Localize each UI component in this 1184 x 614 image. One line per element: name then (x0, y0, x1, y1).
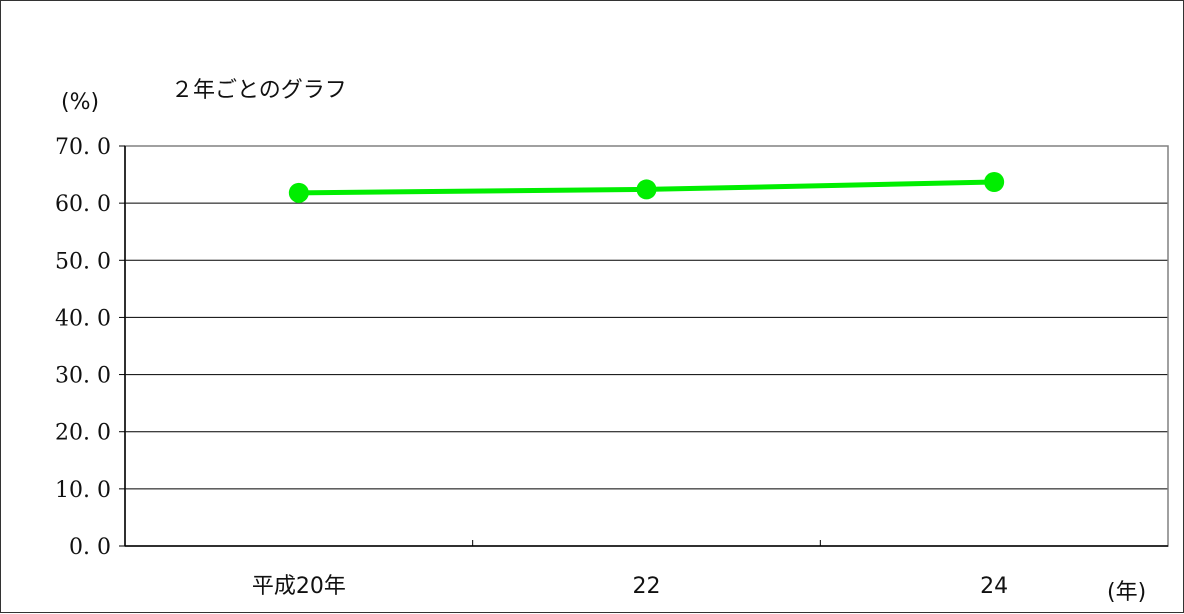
y-tick-label-3: 30. 0 (55, 364, 111, 389)
data-point-0-0 (288, 182, 309, 203)
y-tick-label-2: 20. 0 (55, 421, 111, 446)
y-tick-label-7: 70. 0 (55, 135, 111, 160)
data-point-0-1 (636, 179, 657, 200)
x-tick-label-0: 平成20年 (252, 574, 346, 599)
y-tick-label-4: 40. 0 (55, 306, 111, 331)
plot-area-border (124, 145, 1169, 547)
series (288, 172, 1005, 203)
y-tick-label-6: 60. 0 (55, 192, 111, 217)
y-tick-label-0: 0. 0 (69, 535, 111, 560)
y-tick-labels: 0. 0 10. 0 20. 0 30. 0 40. 0 50. 0 60. 0 70. 0 (55, 135, 111, 560)
y-tick-label-5: 50. 0 (55, 249, 111, 274)
x-axis-unit-label: (年) (1107, 580, 1146, 605)
chart-title: ２年ごとのグラフ (171, 78, 347, 103)
x-tick-label-1: 22 (633, 574, 661, 599)
axes (119, 145, 1168, 547)
y-axis-unit-label: (%) (61, 90, 99, 115)
x-tick-labels: 平成20年 22 24 (252, 574, 1008, 599)
y-tick-label-1: 10. 0 (55, 478, 111, 503)
data-point-0-2 (984, 172, 1005, 192)
x-tick-label-2: 24 (980, 574, 1008, 599)
